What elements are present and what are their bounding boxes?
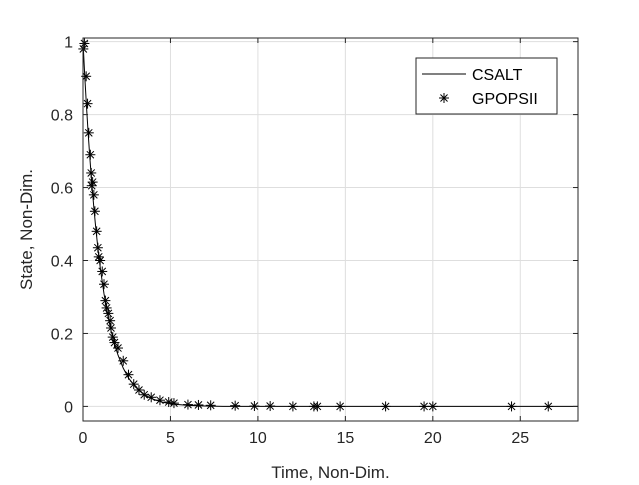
gpopsii-marker (543, 401, 554, 412)
x-axis-label: Time, Non-Dim. (271, 463, 389, 482)
gpopsii-marker (100, 295, 111, 306)
ticks: 0 5 10 15 20 25 0 0.2 0.4 0.6 0.8 1 (51, 35, 578, 447)
gpopsii-marker (335, 401, 346, 412)
x-tick-label: 20 (424, 430, 442, 447)
gpopsii-marker (95, 255, 106, 266)
gpopsii-marker (98, 279, 109, 290)
gpopsii-marker (91, 226, 102, 237)
gpopsii-marker (168, 398, 179, 409)
gpopsii-marker (89, 206, 100, 217)
gpopsii-marker (109, 337, 120, 348)
gpopsii-marker (287, 401, 298, 412)
gpopsii-marker (118, 355, 129, 366)
gpopsii-marker (79, 38, 90, 49)
gpopsii-marker (105, 322, 116, 333)
gpopsii-marker (312, 401, 323, 412)
gpopsii-marker (103, 308, 114, 319)
y-tick-label: 0.8 (51, 108, 73, 125)
y-tick-label: 0 (64, 399, 73, 416)
gpopsii-marker (249, 401, 260, 412)
plot-frame (82, 37, 579, 422)
gpopsii-marker (230, 400, 241, 411)
legend-label-gpopsii: GPOPSII (472, 91, 538, 108)
x-tick-label: 10 (249, 430, 267, 447)
gpopsii-marker (419, 401, 430, 412)
legend-asterisk-glyph (439, 93, 449, 103)
gpopsii-marker (83, 127, 94, 138)
y-tick-label: 0.6 (51, 181, 73, 198)
y-axis-label: State, Non-Dim. (17, 169, 36, 290)
gpopsii-marker (105, 315, 116, 326)
gpopsii-marker (154, 395, 165, 406)
legend-box (415, 57, 558, 115)
gpopsii-marker (182, 399, 193, 410)
gpopsii-marker (85, 149, 96, 160)
series-layer (78, 38, 578, 412)
gpopsii-marker (427, 401, 438, 412)
y-tick-label: 0.4 (51, 254, 73, 271)
gpopsii-marker (86, 167, 97, 178)
gpopsii-marker (82, 98, 93, 109)
gpopsii-marker (506, 401, 517, 412)
gpopsii-marker (87, 177, 98, 188)
gpopsii-marker (123, 369, 134, 380)
y-tick-label: 0.2 (51, 326, 73, 343)
gpopsii-marker (265, 401, 276, 412)
x-tick-label: 0 (79, 430, 88, 447)
legend: CSALT GPOPSII (415, 57, 558, 115)
gpopsii-marker (112, 343, 123, 354)
gpopsii-marker (139, 389, 150, 400)
x-tick-label: 5 (166, 430, 175, 447)
y-tick-label: 1 (64, 35, 73, 52)
legend-label-csalt: CSALT (472, 67, 523, 84)
gpopsii-marker (205, 400, 216, 411)
gpopsii-marker (193, 399, 204, 410)
gpopsii-marker (146, 392, 157, 403)
x-tick-label: 15 (336, 430, 354, 447)
gpopsii-marker (88, 189, 99, 200)
gpopsii-marker (380, 401, 391, 412)
gpopsii-marker (92, 242, 103, 253)
x-tick-label: 25 (511, 430, 529, 447)
legend-gpopsii-asterisk-icon (439, 93, 449, 103)
gpopsii-marker (97, 266, 108, 277)
